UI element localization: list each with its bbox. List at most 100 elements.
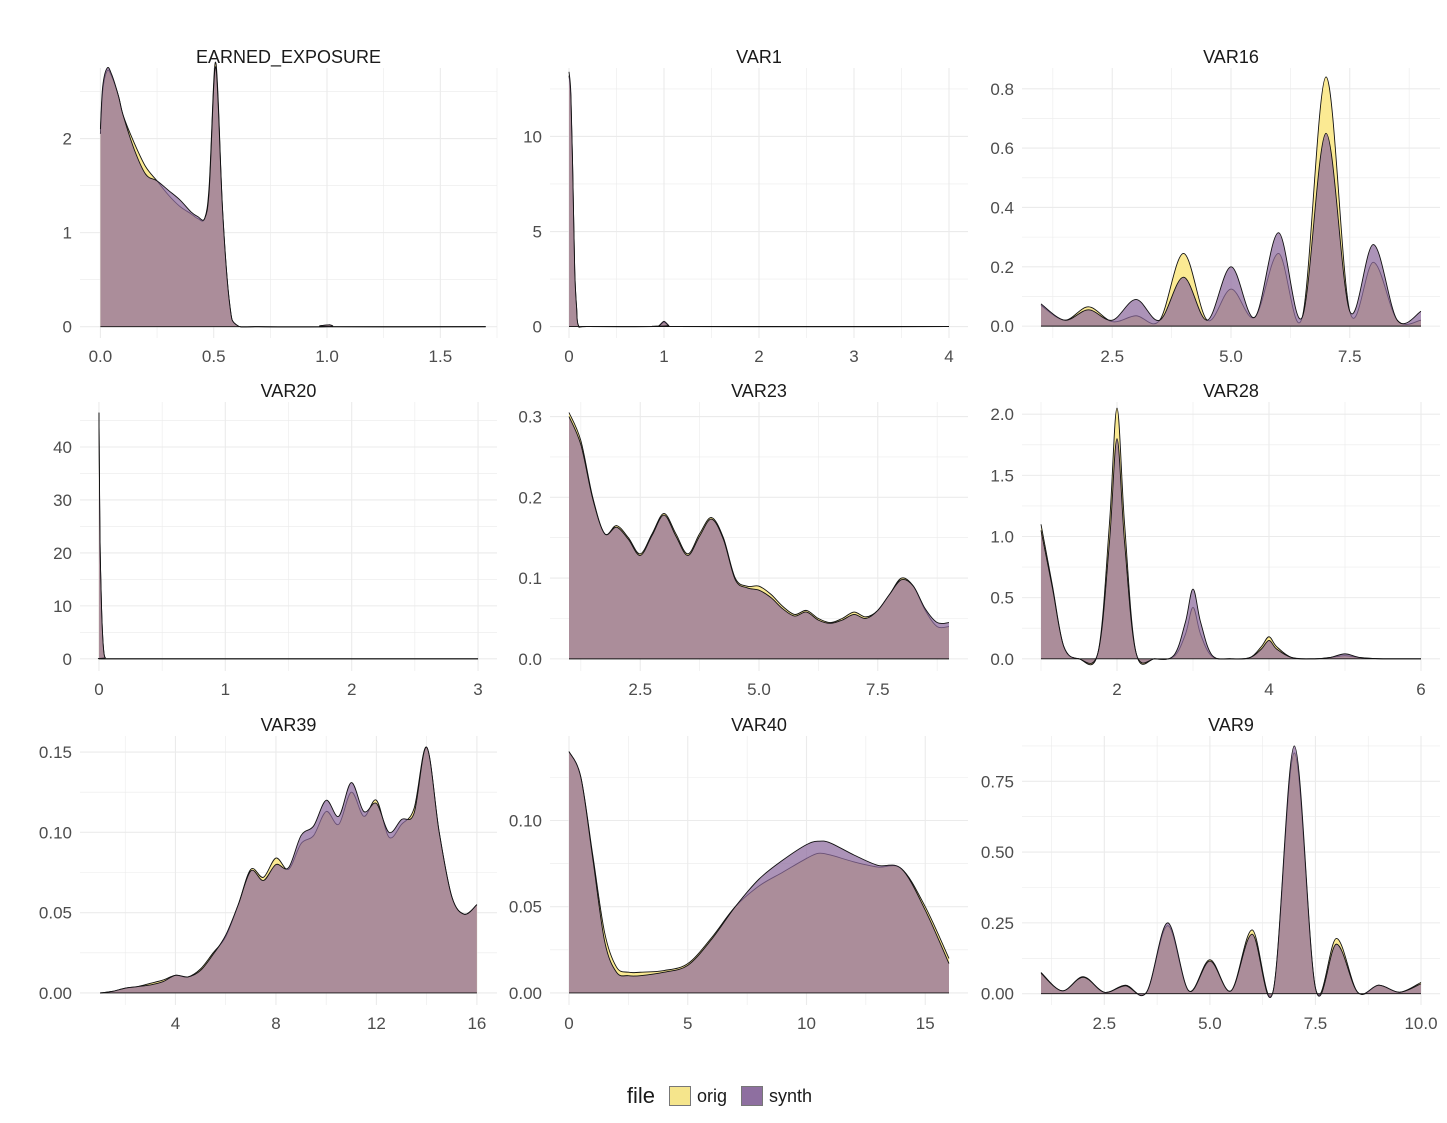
x-tick-label: 5.0 [1198,1014,1222,1033]
y-tick-label: 0.0 [990,650,1014,669]
facet-title: VAR23 [731,381,787,401]
legend-title: file [626,1083,656,1108]
density-area-synth [569,751,949,993]
x-tick-label: 2 [754,347,763,366]
y-tick-label: 1.0 [990,528,1014,547]
x-tick-label: 4 [1264,680,1273,699]
x-tick-label: 2 [1112,680,1121,699]
x-tick-label: 0.0 [89,347,113,366]
y-tick-label: 5 [533,223,542,242]
y-tick-label: 0.0 [518,650,542,669]
x-tick-label: 7.5 [866,680,890,699]
legend-label-orig: orig [697,1085,728,1106]
legend: file orig synth [0,1078,1447,1114]
density-area-synth [569,416,949,659]
x-tick-label: 1.0 [315,347,339,366]
density-line-synth [100,746,478,994]
panel-earned-exposure: 0.0 0.5 1.0 1.5 0 1 2 EARNED_EXPOSURE [63,47,498,366]
facet-title: VAR39 [261,715,317,735]
facet-title: VAR28 [1203,381,1259,401]
x-tick-label: 3 [849,347,858,366]
y-tick-label: 1 [63,224,72,243]
y-tick-label: 0.75 [981,772,1014,791]
x-tick-label: 8 [271,1014,280,1033]
x-tick-label: 2.5 [1093,1014,1117,1033]
panel-var28: 2 4 6 0.0 0.5 1.0 1.5 2.0 VAR28 [990,381,1440,699]
x-tick-label: 1 [659,347,668,366]
facet-title: VAR16 [1203,47,1259,67]
legend-swatch-orig [669,1086,692,1106]
x-tick-label: 16 [467,1014,486,1033]
legend-item-synth: synth [741,1086,812,1107]
legend-label-synth: synth [769,1085,813,1106]
panel-var23: 2.5 5.0 7.5 0.0 0.1 0.2 0.3 VAR23 [518,381,968,699]
panel-var40: 0 5 10 15 0.00 0.05 0.10 VAR40 [509,715,968,1033]
y-tick-label: 0.8 [990,80,1014,99]
y-tick-label: 20 [53,544,72,563]
x-tick-label: 15 [916,1014,935,1033]
panel-var9: 2.5 5.0 7.5 10.0 0.00 0.25 0.50 0.75 VAR9 [981,715,1440,1033]
x-tick-label: 6 [1416,680,1425,699]
x-tick-label: 4 [171,1014,180,1033]
y-tick-label: 0.10 [509,811,542,830]
density-line-synth [1040,132,1422,325]
y-tick-label: 0.6 [990,139,1014,158]
y-tick-label: 2.0 [990,405,1014,424]
legend-item-orig: orig [669,1086,727,1107]
facet-title: VAR40 [731,715,787,735]
y-tick-label: 40 [53,438,72,457]
y-tick-label: 0.05 [509,898,542,917]
y-tick-label: 0.0 [990,317,1014,336]
y-tick-label: 0.2 [990,258,1014,277]
y-tick-label: 10 [53,597,72,616]
density-line-orig [1040,752,1422,998]
y-tick-label: 0.4 [990,198,1014,217]
x-tick-label: 2 [347,680,356,699]
x-tick-label: 10.0 [1404,1014,1437,1033]
x-tick-label: 1 [221,680,230,699]
density-area-orig [1041,752,1421,997]
x-tick-label: 0 [564,347,573,366]
density-area-synth [1041,745,1421,998]
y-tick-label: 0.00 [509,984,542,1003]
density-line-synth [568,751,950,977]
y-tick-label: 0 [63,318,72,337]
x-tick-label: 5 [683,1014,692,1033]
facet-title: EARNED_EXPOSURE [196,47,381,68]
x-tick-label: 1.5 [429,347,453,366]
density-area-synth [1041,133,1421,327]
density-area-synth [100,66,486,328]
y-tick-label: 0 [63,650,72,669]
x-tick-label: 3 [473,680,482,699]
x-tick-label: 5.0 [747,680,771,699]
density-line-synth [568,416,950,624]
panel-var1: 0 1 2 3 4 0 5 10 VAR1 [523,47,968,366]
y-tick-label: 0.00 [39,984,72,1003]
y-tick-label: 0.3 [518,408,542,427]
y-tick-label: 0.05 [39,904,72,923]
x-tick-label: 10 [797,1014,816,1033]
panel-var39: 4 8 12 16 0.00 0.05 0.10 0.15 VAR39 [39,715,497,1033]
y-tick-label: 0.1 [518,569,542,588]
y-tick-label: 10 [523,127,542,146]
facet-title: VAR9 [1208,715,1254,735]
x-tick-label: 0.5 [202,347,226,366]
x-tick-label: 4 [944,347,953,366]
y-tick-label: 1.5 [990,466,1014,485]
y-tick-label: 0.5 [990,589,1014,608]
y-tick-label: 0 [533,318,542,337]
density-line-synth [1040,438,1422,664]
x-tick-label: 0 [564,1014,573,1033]
density-line-synth [1040,745,1422,998]
y-tick-label: 0.25 [981,914,1014,933]
x-tick-label: 7.5 [1304,1014,1328,1033]
x-tick-label: 12 [367,1014,386,1033]
legend-swatch-synth [741,1086,764,1106]
y-tick-label: 2 [63,130,72,149]
y-tick-label: 0.10 [39,823,72,842]
x-tick-label: 2.5 [1100,347,1124,366]
y-tick-label: 0.00 [981,985,1014,1004]
x-tick-label: 5.0 [1219,347,1243,366]
